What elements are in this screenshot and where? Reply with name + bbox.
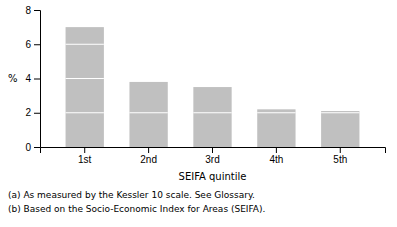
tick-label: 2nd xyxy=(140,154,157,165)
tick-label: 4 xyxy=(25,73,31,84)
tick-mark xyxy=(34,113,40,114)
tick-label: 0 xyxy=(25,142,31,153)
tick-label: 1st xyxy=(78,154,92,165)
bar xyxy=(257,109,295,147)
axis-line xyxy=(34,11,41,148)
tick-label: 6 xyxy=(25,39,31,50)
tick: 4th xyxy=(269,147,283,165)
tick: 8 xyxy=(25,5,40,16)
tick-label: 5th xyxy=(333,154,347,165)
tick-label: 8 xyxy=(25,5,31,16)
tick-mark xyxy=(212,147,213,153)
tick-mark xyxy=(34,147,40,148)
x-axis-title: SEIFA quintile xyxy=(179,171,247,182)
tick-mark xyxy=(148,147,149,153)
tick: 3rd xyxy=(205,147,219,165)
tick: 2nd xyxy=(140,147,157,165)
tick: 0 xyxy=(25,142,40,153)
y-axis-title: % xyxy=(8,73,18,84)
segment-line xyxy=(257,112,295,113)
tick: 2 xyxy=(25,107,40,118)
tick-label: 2 xyxy=(25,107,31,118)
segment-line xyxy=(129,112,167,113)
tick-mark xyxy=(84,147,85,153)
plot: 1st 2nd 3rd 4th 5th 0 2 4 6 8 xyxy=(25,5,385,165)
tick-label: 3rd xyxy=(205,154,219,165)
tick-mark xyxy=(276,147,277,153)
bar xyxy=(129,82,167,147)
bar xyxy=(321,111,359,147)
chart: 1st 2nd 3rd 4th 5th 0 2 4 6 8 SEIFA quintile% (a) A… xyxy=(0,0,397,227)
axis-line xyxy=(41,148,386,154)
x-axis: 1st 2nd 3rd 4th 5th xyxy=(41,147,386,165)
y-axis: 0 2 4 6 8 xyxy=(25,5,40,153)
bar xyxy=(193,87,231,147)
tick-mark xyxy=(34,79,40,80)
tick: 5th xyxy=(333,147,347,165)
tick-label: 4th xyxy=(269,154,283,165)
tick-mark xyxy=(34,44,40,45)
bar xyxy=(66,27,104,147)
footnote: (b) Based on the Socio-Economic Index fo… xyxy=(8,204,265,214)
segment-line xyxy=(66,44,104,45)
bars xyxy=(66,27,360,147)
segment-line xyxy=(193,112,231,113)
tick: 6 xyxy=(25,39,40,50)
footnote: (a) As measured by the Kessler 10 scale.… xyxy=(8,190,255,200)
tick: 4 xyxy=(25,73,40,84)
tick-mark xyxy=(340,147,341,153)
tick-mark xyxy=(34,10,40,11)
segment-line xyxy=(66,78,104,79)
tick: 1st xyxy=(78,147,92,165)
segment-line xyxy=(321,112,359,113)
segment-line xyxy=(66,112,104,113)
